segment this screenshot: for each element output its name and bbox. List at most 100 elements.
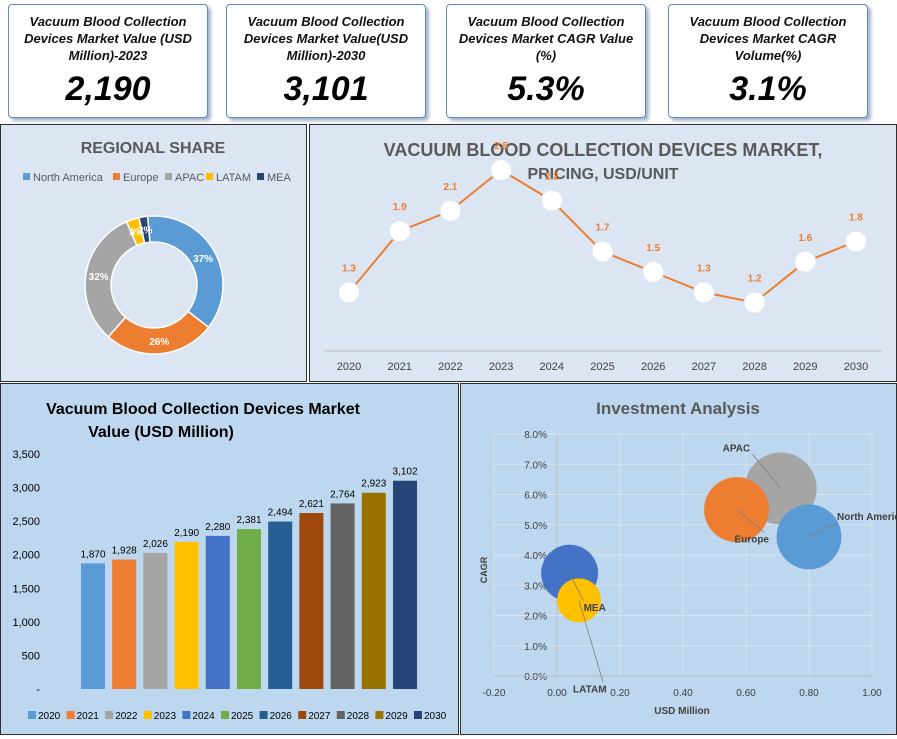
y-tick-label: 1,500 (12, 583, 40, 595)
data-label: 2.1 (443, 182, 457, 193)
data-label: 2.2 (545, 172, 559, 183)
data-label: 2,190 (174, 528, 199, 539)
x-tick-label: 0.20 (610, 688, 630, 699)
y-tick-label: - (36, 684, 40, 696)
bubble-label: MEA (584, 603, 606, 614)
data-point (439, 199, 462, 222)
data-label: 2,026 (143, 539, 168, 550)
kpi-label: Vacuum Blood Collection Devices Market V… (24, 14, 192, 63)
legend-label: 2025 (231, 711, 254, 722)
data-label: 2% (138, 226, 153, 237)
x-tick-label: 1.00 (862, 688, 882, 699)
data-label: 1.6 (798, 233, 812, 244)
bubble-label: LATAM (573, 684, 607, 695)
legend-swatch (113, 173, 120, 180)
y-tick-label: 2,000 (12, 550, 40, 562)
legend-swatch (375, 711, 384, 719)
data-label: 2.5 (494, 141, 508, 152)
data-point (540, 189, 563, 212)
chart-title: Vacuum Blood Collection Devices Market (46, 401, 361, 418)
donut-slice (138, 215, 151, 244)
data-label: 2,621 (299, 499, 324, 510)
legend-swatch (221, 711, 229, 719)
legend-label: 2030 (424, 711, 447, 722)
regional-share-chart: REGIONAL SHARE North America Europe APAC LA… (23, 140, 292, 355)
x-tick-label: 0.80 (799, 688, 819, 699)
bar (393, 480, 417, 689)
regional-share-panel: REGIONAL SHARE North America Europe APAC LA… (0, 124, 307, 382)
x-tick-label: 2029 (793, 361, 817, 373)
data-label: 32% (89, 272, 109, 283)
legend-swatch (206, 173, 213, 180)
leader-line (808, 522, 838, 538)
data-point (642, 261, 665, 283)
y-tick-label: 3.0% (524, 581, 547, 592)
legend-swatch (414, 711, 422, 719)
data-point (692, 281, 715, 304)
leader-line (752, 454, 781, 489)
data-label: 2,280 (205, 522, 230, 533)
data-point (490, 159, 513, 181)
bubble (557, 578, 602, 623)
kpi-value: 3.1% (729, 70, 807, 108)
bar (268, 521, 293, 689)
donut-slice (84, 220, 138, 338)
data-point (794, 250, 817, 273)
chart-title: REGIONAL SHARE (81, 140, 226, 157)
investment-analysis-chart: Investment Analysis CAGR USD Million -0.… (479, 399, 897, 717)
x-tick-label: 0.60 (736, 688, 756, 699)
legend-label: LATAM (216, 172, 251, 184)
investment-analysis-panel: Investment Analysis CAGR USD Million -0.… (460, 383, 897, 735)
y-tick-label: 2,500 (12, 516, 40, 528)
legend-swatch (28, 711, 36, 719)
legend-swatch (336, 711, 345, 719)
bar (174, 541, 199, 689)
bar (237, 529, 261, 689)
data-label: 1.5 (646, 243, 660, 254)
legend-label: 2020 (38, 711, 61, 722)
data-label: 2,381 (236, 515, 261, 526)
y-tick-label: 5.0% (524, 521, 547, 532)
kpi-label: Vacuum Blood Collection Devices Market C… (689, 14, 847, 63)
legend-swatch (259, 711, 268, 719)
data-label: 1.7 (596, 223, 610, 234)
data-label: 1.3 (697, 263, 711, 274)
bar (81, 563, 105, 689)
kpi-card-cagr-volume: Vacuum Blood Collection Devices Market C… (668, 4, 868, 118)
x-tick-label: 2026 (641, 361, 665, 373)
legend-label: 2022 (115, 711, 138, 722)
data-label: 3,102 (392, 467, 417, 478)
x-tick-label: -0.20 (483, 688, 506, 699)
market-value-panel: Vacuum Blood Collection Devices Market V… (0, 383, 459, 735)
y-tick-label: 6.0% (524, 491, 547, 502)
bubble-label: Europe (735, 535, 770, 546)
legend-swatch (105, 711, 114, 719)
pricing-panel: VACUUM BLOOD COLLECTION DEVICES MARKET, … (309, 124, 897, 382)
legend-label: MEA (267, 172, 292, 184)
bar (112, 559, 137, 689)
x-tick-label: 2027 (692, 361, 716, 373)
legend-label: 2021 (77, 711, 100, 722)
bubble-label: APAC (723, 443, 751, 454)
legend-label: 2024 (192, 711, 215, 722)
kpi-value: 3,101 (283, 70, 369, 108)
donut-slice (146, 215, 224, 329)
bar (143, 552, 168, 689)
y-tick-label: 3,500 (12, 449, 40, 461)
pricing-chart: VACUUM BLOOD COLLECTION DEVICES MARKET, … (324, 140, 882, 373)
bar (361, 492, 386, 689)
x-tick-label: 0.40 (673, 688, 693, 699)
legend-label: 2026 (270, 711, 293, 722)
legend-label: North America (33, 172, 104, 184)
legend-swatch (165, 173, 172, 180)
data-label: 3% (129, 228, 144, 239)
data-point (743, 291, 766, 314)
chart-title: Investment Analysis (596, 399, 760, 418)
y-tick-label: 1,000 (12, 617, 40, 629)
y-tick-label: 500 (22, 650, 40, 662)
data-point (338, 281, 360, 304)
legend-swatch (257, 173, 264, 180)
kpi-card-value-2023: Vacuum Blood Collection Devices Market V… (8, 4, 208, 118)
data-point (845, 230, 867, 253)
y-axis-label: CAGR (479, 556, 489, 583)
